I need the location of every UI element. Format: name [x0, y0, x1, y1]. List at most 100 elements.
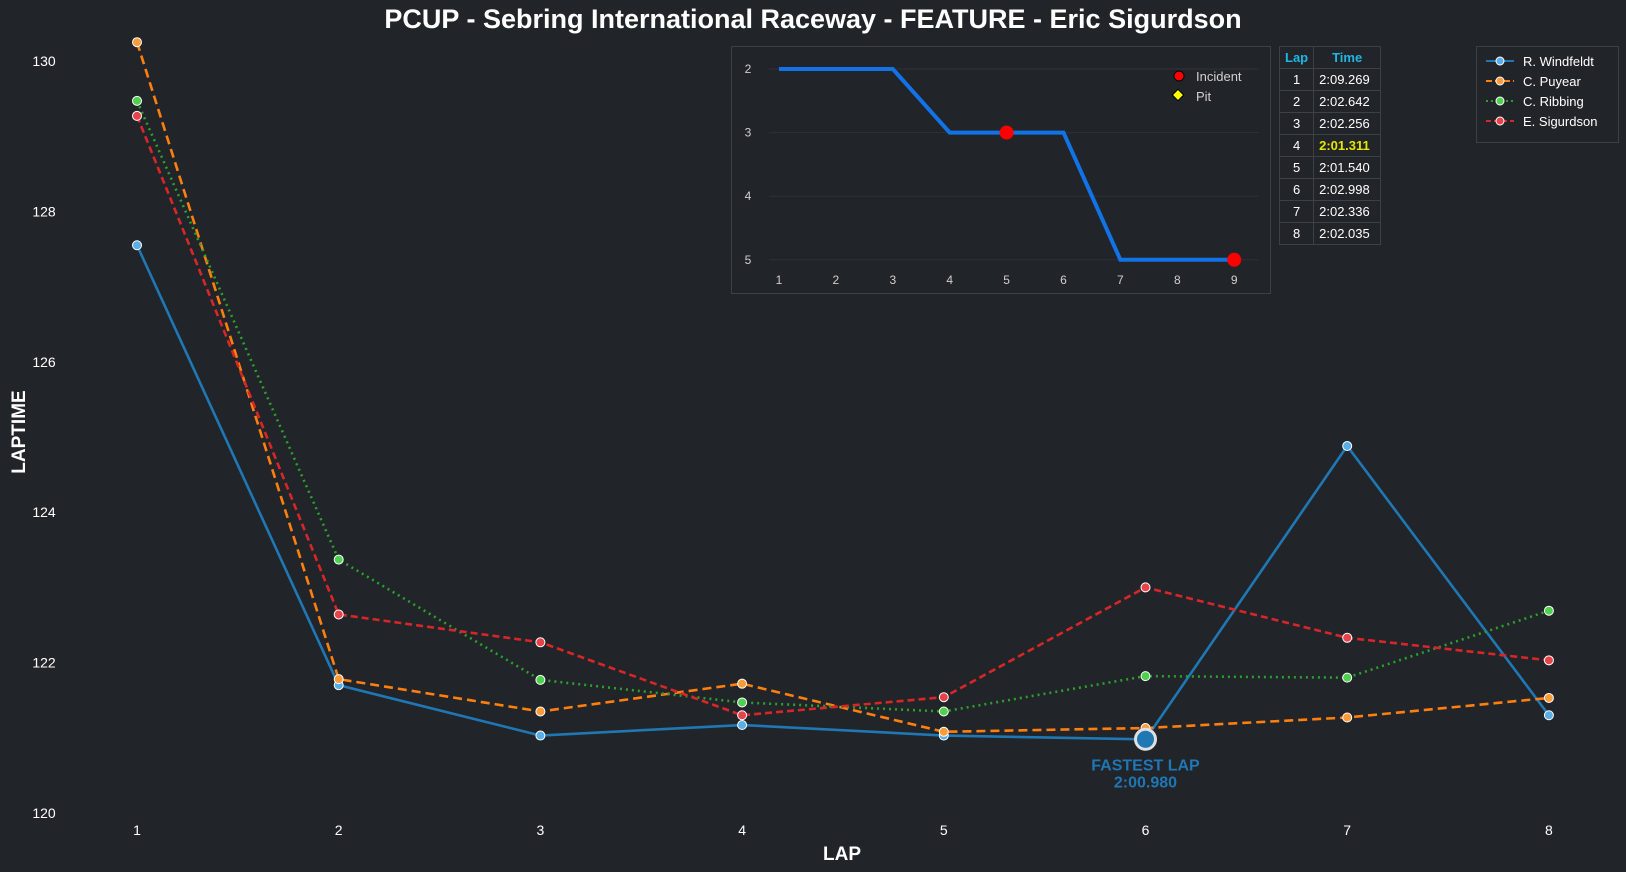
legend-line-icon	[1486, 56, 1514, 66]
legend-label: E. Sigurdson	[1523, 113, 1598, 129]
lap-cell: 3	[1278, 112, 1315, 135]
x-tick-label: 3	[537, 822, 545, 838]
incident-marker	[999, 125, 1014, 140]
fastest-lap-label: FASTEST LAP	[1091, 757, 1200, 774]
data-point	[132, 95, 142, 106]
data-point	[1342, 441, 1353, 452]
data-point	[737, 710, 748, 721]
x-tick-label: 2	[335, 822, 343, 838]
x-axis-label: LAP	[823, 844, 861, 865]
incident-legend-marker	[1173, 70, 1185, 82]
time-cell-best: 2:01.311	[1313, 134, 1382, 157]
time-header: Time	[1313, 46, 1382, 69]
inset-y-tick-label: 3	[745, 126, 752, 140]
time-cell: 2:02.642	[1313, 90, 1382, 113]
x-tick-label: 5	[940, 822, 948, 838]
lap-table-header: Lap Time	[1278, 46, 1382, 69]
inset-x-tick-label: 9	[1231, 273, 1238, 287]
lap-cell: 6	[1278, 178, 1315, 201]
data-point	[1342, 712, 1353, 723]
fastest-lap-marker	[1134, 727, 1157, 751]
data-point	[1342, 672, 1353, 683]
data-point	[938, 726, 949, 737]
y-tick-label: 122	[32, 655, 56, 671]
data-point	[535, 637, 546, 648]
data-point	[333, 674, 344, 685]
y-tick-label: 120	[32, 805, 56, 821]
data-point	[535, 674, 546, 685]
lap-cell: 1	[1278, 68, 1315, 91]
lap-cell: 7	[1278, 200, 1315, 223]
legend-label: C. Puyear	[1523, 73, 1581, 89]
data-point	[938, 706, 949, 717]
series-line-e-sigurdson	[135, 115, 1550, 717]
inset-x-tick-label: 3	[889, 273, 896, 287]
inset-y-tick-label: 5	[745, 253, 752, 267]
table-row: 5 2:01.540	[1278, 156, 1382, 179]
lap-cell: 2	[1278, 90, 1315, 113]
inset-x-tick-label: 6	[1060, 273, 1067, 287]
data-point	[333, 554, 344, 565]
series-line-r-windfeldt	[135, 244, 1550, 741]
data-point	[737, 697, 748, 708]
data-point	[132, 110, 142, 121]
x-tick-label: 6	[1142, 822, 1150, 838]
table-row: 8 2:02.035	[1278, 222, 1382, 245]
y-axis-label: LAPTIME	[9, 390, 30, 473]
position-inset-chart: 2 3 4 5 1 2 3 4 5 6 7 8 9 Incident Pit	[731, 46, 1271, 294]
data-point	[737, 720, 748, 731]
lap-header: Lap	[1278, 46, 1315, 69]
pit-legend-label: Pit	[1196, 89, 1212, 104]
data-point	[132, 37, 142, 48]
lap-cell: 5	[1278, 156, 1315, 179]
lap-times-table: Lap Time 1 2:09.269 2 2:02.642 3 2:02.256 4…	[1278, 46, 1382, 245]
time-cell: 2:09.269	[1313, 68, 1382, 91]
table-row: 1 2:09.269	[1278, 68, 1382, 91]
data-point	[737, 678, 748, 689]
table-row: 3 2:02.256	[1278, 112, 1382, 135]
y-tick-label: 126	[32, 354, 56, 370]
data-point	[1140, 582, 1151, 593]
pit-legend-marker	[1171, 88, 1185, 102]
table-row: 7 2:02.336	[1278, 200, 1382, 223]
table-row: 2 2:02.642	[1278, 90, 1382, 113]
inset-y-tick-label: 4	[745, 189, 752, 203]
fastest-lap-value: 2:00.980	[1114, 774, 1177, 791]
data-point	[535, 730, 546, 741]
x-tick-label: 7	[1343, 822, 1351, 838]
legend-label: C. Ribbing	[1523, 93, 1584, 109]
incident-legend-label: Incident	[1196, 69, 1242, 84]
legend-line-icon	[1486, 116, 1514, 126]
inset-x-tick-label: 1	[776, 273, 783, 287]
y-tick-label: 128	[32, 203, 56, 219]
legend-line-icon	[1486, 96, 1514, 106]
data-point	[1543, 655, 1554, 666]
chart-title: PCUP - Sebring International Raceway - F…	[384, 4, 1242, 34]
data-point	[1543, 710, 1554, 721]
inset-x-tick-label: 2	[833, 273, 840, 287]
legend-item: E. Sigurdson	[1485, 111, 1597, 131]
legend-item: C. Ribbing	[1485, 91, 1584, 111]
y-tick-label: 130	[32, 53, 56, 69]
data-point	[333, 609, 344, 620]
legend-item: R. Windfeldt	[1485, 51, 1594, 71]
lap-cell: 4	[1278, 134, 1315, 157]
table-row: 6 2:02.998	[1278, 178, 1382, 201]
x-tick-label: 4	[738, 822, 746, 838]
legend-label: R. Windfeldt	[1523, 53, 1594, 69]
time-cell: 2:02.998	[1313, 178, 1382, 201]
legend-line-icon	[1486, 76, 1514, 86]
time-cell: 2:01.540	[1313, 156, 1382, 179]
inset-x-tick-label: 8	[1174, 273, 1181, 287]
data-point	[1140, 671, 1151, 682]
data-point	[1543, 692, 1554, 703]
time-cell: 2:02.336	[1313, 200, 1382, 223]
legend-item: C. Puyear	[1485, 71, 1581, 91]
inset-x-tick-label: 7	[1117, 273, 1124, 287]
x-tick-label: 8	[1545, 822, 1553, 838]
inset-x-tick-label: 4	[946, 273, 953, 287]
incident-marker	[1227, 252, 1242, 267]
lap-cell: 8	[1278, 222, 1315, 245]
inset-y-tick-label: 2	[745, 62, 752, 76]
